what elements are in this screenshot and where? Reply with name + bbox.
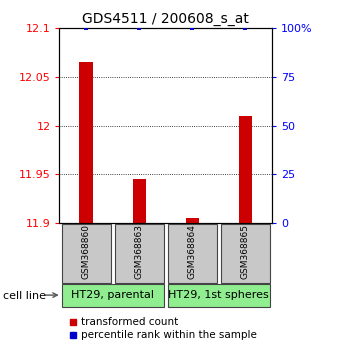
- Bar: [221, 224, 270, 282]
- Text: GSM368864: GSM368864: [188, 224, 197, 279]
- Bar: [80, 62, 93, 223]
- Text: GSM368865: GSM368865: [241, 224, 250, 279]
- Bar: [168, 285, 270, 307]
- Text: GSM368860: GSM368860: [82, 224, 90, 279]
- Bar: [186, 218, 199, 223]
- Text: cell line: cell line: [3, 291, 46, 301]
- Title: GDS4511 / 200608_s_at: GDS4511 / 200608_s_at: [82, 12, 249, 26]
- Bar: [239, 116, 252, 223]
- Bar: [168, 224, 217, 282]
- Bar: [62, 224, 110, 282]
- Bar: [62, 285, 164, 307]
- Bar: [133, 179, 146, 223]
- Text: HT29, parental: HT29, parental: [71, 290, 154, 300]
- Text: GSM368863: GSM368863: [135, 224, 144, 279]
- Legend: transformed count, percentile rank within the sample: transformed count, percentile rank withi…: [65, 313, 261, 345]
- Text: HT29, 1st spheres: HT29, 1st spheres: [169, 290, 269, 300]
- Bar: [115, 224, 164, 282]
